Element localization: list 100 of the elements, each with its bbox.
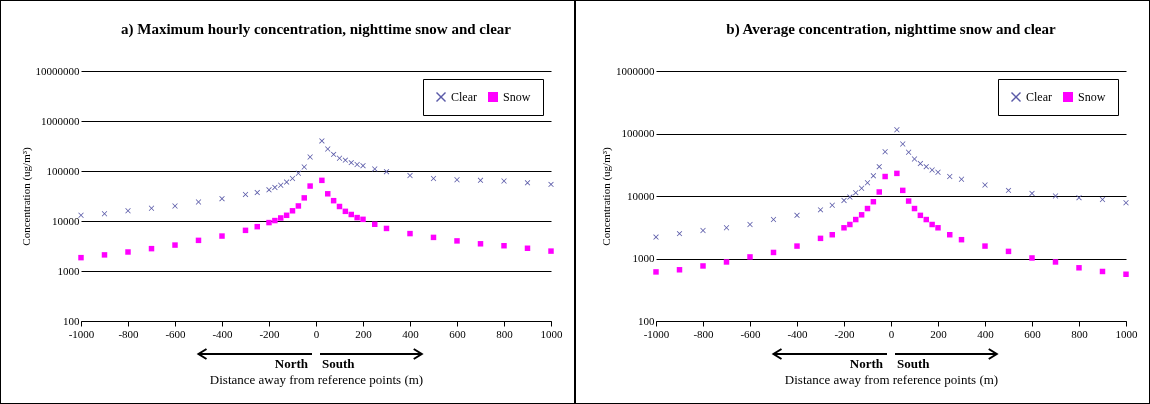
point [407,172,413,179]
point [383,168,390,175]
point [911,156,918,162]
point [354,214,360,221]
point [1029,255,1035,261]
y-tick-label: 10000 [52,214,80,227]
point [295,203,302,209]
point [882,173,888,180]
point [125,208,131,214]
point [876,189,882,195]
point [219,233,225,239]
point [900,141,906,147]
point [905,149,912,156]
point [876,163,882,170]
point [278,215,284,221]
x-tick-label: 800 [1071,327,1089,340]
point [870,173,877,179]
point [794,212,800,219]
point [1005,187,1012,194]
x-tick-label: 1000 [540,327,563,340]
x-axis-title: Distance away from reference points (m) [209,371,424,387]
point [700,263,706,269]
point [266,219,272,226]
point [841,197,847,204]
point [289,208,296,214]
point [894,126,900,133]
x-tick-label: -200 [259,327,281,340]
point [301,164,307,170]
point [272,217,278,224]
point [1099,196,1106,203]
y-tick-label: 100 [63,314,80,327]
x-tick-label: -600 [165,327,187,340]
chart-title: b) Average concentration, nighttime snow and clear [726,21,1056,38]
point [794,243,800,249]
x-tick-label: -800 [118,327,140,340]
y-tick-label: 100000 [621,127,655,139]
point [407,230,413,237]
point [1123,271,1129,277]
text: South [322,356,355,372]
point [319,138,325,144]
point [894,170,900,177]
point [947,173,953,180]
x-axis-title: Distance away from reference points (m) [784,371,999,387]
point [858,185,865,191]
point [524,180,531,186]
point [342,157,349,163]
point [101,252,108,258]
point [254,189,260,196]
point [723,259,730,265]
x-tick-label: 1000 [1115,327,1138,340]
point [307,154,313,160]
point [747,254,753,260]
x-tick-label: -400 [212,327,234,340]
point [723,225,730,231]
legend-label: Snow [503,90,531,104]
point [242,191,249,198]
y-tick-label: 10000000 [35,64,80,77]
y-axis-title: Concentration (ug/m³) [600,147,613,246]
point [319,177,325,184]
point [172,242,178,248]
chart-title: a) Maximum hourly concentration, nighttime snow and clear [121,21,512,38]
legend-label: Clear [1026,90,1052,104]
y-tick-label: 1000000 [41,114,80,127]
point [372,166,378,172]
point [1123,200,1129,206]
point [982,243,988,249]
point [676,267,683,273]
point [266,187,272,193]
point [360,216,366,223]
point [747,221,753,228]
x-tick-label: 600 [449,327,467,340]
point [325,191,331,197]
point [78,254,84,261]
point [1076,265,1082,271]
point [770,216,777,223]
point [325,146,331,152]
legend-label: Clear [451,90,477,104]
point [958,176,965,183]
point [430,175,437,182]
point [148,205,155,211]
point [101,210,108,217]
text: North [849,356,883,372]
x-tick-label: -1000 [68,327,95,340]
point [501,243,507,249]
point [272,184,278,191]
x-tick-label: -1000 [643,327,670,340]
point [360,162,366,169]
y-tick-label: 1000 [57,264,80,277]
point [548,181,554,188]
x-tick-label: 600 [1024,327,1042,340]
x-tick-label: 0 [313,327,320,340]
point [864,180,871,186]
text: North [274,356,308,372]
legend-label: Snow [1078,90,1106,104]
point [1052,193,1059,199]
x-tick-label: -800 [693,327,715,340]
y-tick-label: 1000 [632,252,655,264]
point [841,225,847,231]
point [78,212,84,219]
point [336,155,343,161]
